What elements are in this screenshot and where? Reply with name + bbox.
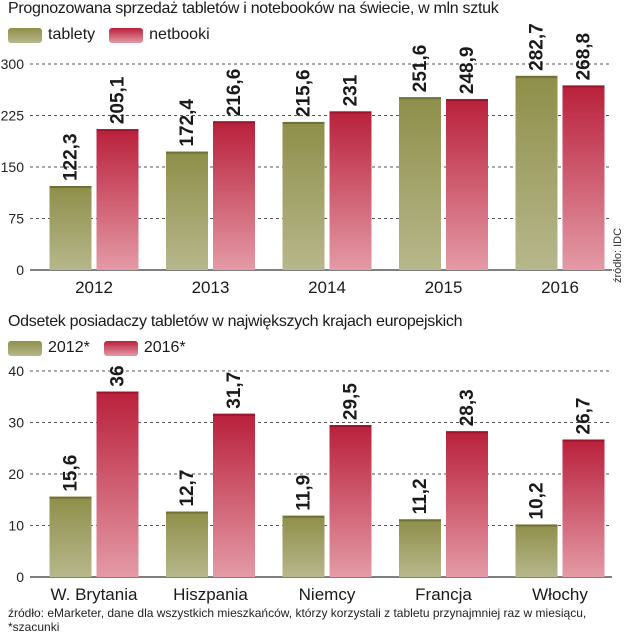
chart2-bar-edge <box>399 519 441 522</box>
chart2-bar-green <box>399 519 441 577</box>
chart1-legend-swatch-red <box>109 27 144 43</box>
chart1-value-label: 282,7 <box>527 23 548 71</box>
chart1-value-label: 216,6 <box>224 69 245 117</box>
chart1-category-label: 2016 <box>541 278 579 297</box>
chart1-bar-edge <box>96 129 139 132</box>
chart1-category-label: 2015 <box>425 278 463 297</box>
chart1-value-label: 215,6 <box>294 69 315 117</box>
chart1-legend: tablety netbooki <box>8 24 224 46</box>
chart2-bar-edge <box>562 439 605 442</box>
chart2-legend-item-2016: 2016* <box>103 339 186 357</box>
chart1-category-label: 2012 <box>75 278 113 297</box>
chart1-value-label: 122,3 <box>61 133 82 181</box>
chart1-bar-green <box>49 186 92 270</box>
chart2-value-label: 29,5 <box>341 383 362 420</box>
chart1-bar-green <box>166 151 208 270</box>
chart2-bar-edge <box>515 524 558 527</box>
chart2-bar-red <box>562 439 605 577</box>
chart1-legend-label-tablets: tablety <box>48 26 96 43</box>
chart1-ytick-label: 75 <box>8 211 24 227</box>
chart1-category-label: 2014 <box>308 278 346 297</box>
chart2-bar-red <box>213 413 255 577</box>
chart1-plot: 0 75 150 225 300 122,3 205,1 2012 172,4 216,6 2013… <box>1 23 612 297</box>
chart1-value-label: 248,9 <box>457 47 478 95</box>
chart1-bar-edge <box>562 85 605 88</box>
chart1-bar-edge <box>329 111 372 114</box>
chart1-ytick-label: 225 <box>1 108 25 124</box>
chart2-legend-item-2012: 2012* <box>8 339 90 357</box>
chart1-bar-edge <box>515 75 558 78</box>
chart1-bar-edge <box>282 121 325 124</box>
chart1-bar-red <box>329 111 372 270</box>
chart1-legend-swatch-green <box>8 27 42 43</box>
chart2-bar-edge <box>49 496 92 499</box>
chart2-legend-swatch-green <box>8 340 42 356</box>
chart2-value-label: 31,7 <box>224 372 245 409</box>
chart2-value-label: 10,2 <box>527 482 548 519</box>
chart1-legend-item-tablets: tablety <box>8 26 95 44</box>
chart2-bar-edge <box>213 413 255 416</box>
chart1-bar-edge <box>446 99 488 102</box>
chart2-bar-edge <box>446 431 488 434</box>
chart1-bar-green <box>399 97 441 270</box>
chart2-bar-edge <box>96 391 139 394</box>
chart2-bar-green <box>282 515 325 577</box>
footnote-source: źródło: eMarketer, dane dla wszystkich m… <box>8 606 587 634</box>
chart1-ytick-label: 150 <box>1 159 25 175</box>
chart2-category-label: Hiszpania <box>173 585 248 604</box>
chart2-value-label: 28,3 <box>457 389 478 426</box>
chart2-title: Odsetek posiadaczy tabletów w największy… <box>8 313 463 330</box>
chart2-category-label: W. Brytania <box>51 585 138 604</box>
chart2-ytick-label: 0 <box>16 569 24 585</box>
chart2-legend-swatch-red <box>103 340 138 356</box>
chart2-value-label: 12,7 <box>177 470 198 507</box>
chart1-bar-edge <box>49 186 92 189</box>
chart1-bar-red <box>213 121 255 270</box>
chart2-bar-green <box>166 511 208 577</box>
chart2-category-label: Francja <box>415 585 472 604</box>
chart2-value-label: 26,7 <box>574 398 595 435</box>
chart1-bar-edge <box>399 97 441 100</box>
chart2-legend: 2012* 2016* <box>8 337 200 359</box>
chart1-bar-red <box>96 129 139 270</box>
chart1-ytick-label: 0 <box>16 262 24 278</box>
chart2-value-label: 11,2 <box>410 478 431 514</box>
chart2-bar-edge <box>166 511 208 514</box>
chart1-bar-edge <box>166 151 208 154</box>
chart1-bar-red <box>562 85 605 270</box>
chart1-title: Prognozowana sprzedaż tabletów i noteboo… <box>8 0 499 17</box>
chart2-ytick-label: 20 <box>8 466 24 482</box>
chart1-legend-item-netbooks: netbooki <box>109 26 210 44</box>
chart2-category-label: Niemcy <box>299 585 356 604</box>
chart1-value-label: 268,8 <box>574 33 595 81</box>
chart2-bar-green <box>515 524 558 577</box>
chart1-value-label: 205,1 <box>108 76 129 124</box>
chart2-bar-green <box>49 496 92 577</box>
chart1-bar-red <box>446 99 488 270</box>
chart2-ytick-label: 10 <box>8 518 24 534</box>
chart1-legend-label-netbooks: netbooki <box>149 26 210 43</box>
chart1-bar-edge <box>213 121 255 124</box>
chart1-value-label: 172,4 <box>177 99 198 147</box>
chart2-bar-red <box>446 431 488 577</box>
chart2-category-label: Włochy <box>532 585 588 604</box>
chart1-value-label: 231 <box>341 74 362 106</box>
chart2-value-label: 11,9 <box>294 475 315 511</box>
chart2-value-label: 36 <box>108 365 129 386</box>
chart2-legend-label-2012: 2012* <box>48 339 90 356</box>
chart2-bar-edge <box>282 515 325 518</box>
chart2-ytick-label: 30 <box>8 415 24 431</box>
chart2-ytick-label: 40 <box>8 363 24 379</box>
chart1-bar-green <box>515 75 558 270</box>
chart1-value-label: 251,6 <box>410 45 431 93</box>
chart2-bar-red <box>96 391 139 577</box>
chart2-bar-red <box>329 425 372 577</box>
chart1-bar-green <box>282 121 325 270</box>
chart2-bar-edge <box>329 425 372 428</box>
chart1-ytick-label: 300 <box>1 56 25 72</box>
chart2-legend-label-2016: 2016* <box>143 339 186 356</box>
chart2-value-label: 15,6 <box>61 455 82 492</box>
chart1-category-label: 2013 <box>192 278 230 297</box>
